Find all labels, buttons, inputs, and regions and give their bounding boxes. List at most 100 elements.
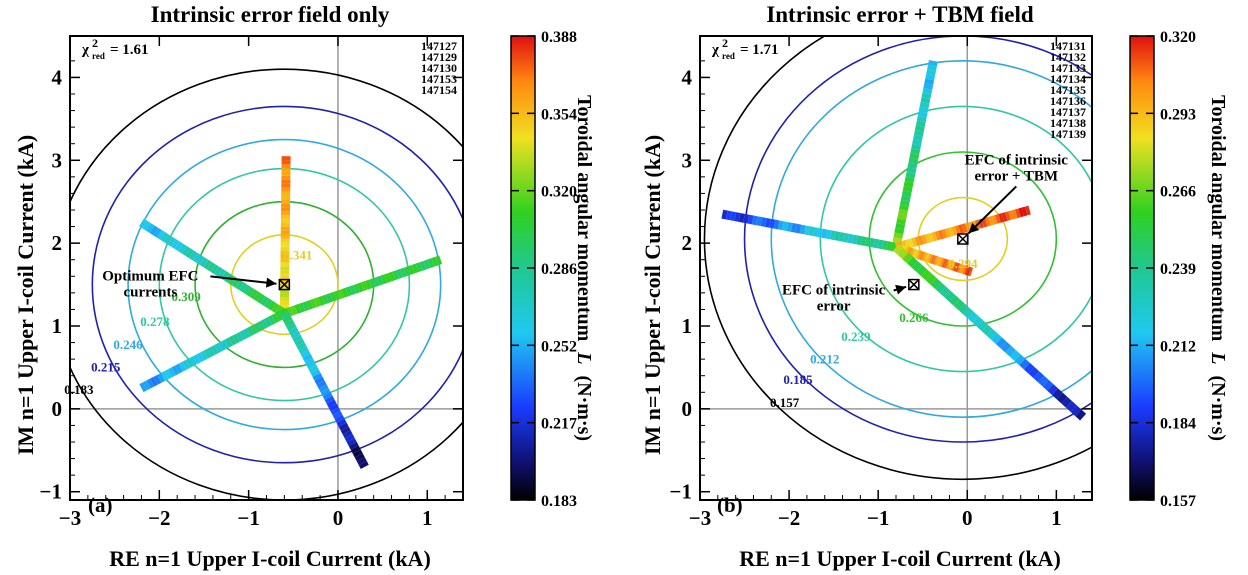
data-band-segment bbox=[153, 227, 162, 238]
data-band-segment bbox=[253, 322, 262, 333]
data-band-segment bbox=[312, 372, 323, 381]
data-band-segment bbox=[943, 259, 949, 269]
data-band-segment bbox=[346, 437, 357, 446]
data-band-segment bbox=[260, 318, 269, 329]
data-band-segment bbox=[302, 353, 313, 362]
data-band-segment bbox=[174, 241, 184, 252]
data-band-segment bbox=[210, 264, 219, 275]
data-band-segment bbox=[282, 315, 293, 324]
data-band-segment bbox=[918, 235, 924, 246]
data-band-segment bbox=[228, 335, 237, 346]
contour-circle bbox=[91, 105, 463, 464]
data-band-segment bbox=[904, 176, 915, 183]
data-band-segment bbox=[253, 291, 262, 302]
data-band-segment bbox=[769, 218, 776, 229]
data-band-segment bbox=[900, 199, 910, 207]
data-band-segment bbox=[235, 331, 244, 342]
data-band-segment bbox=[901, 190, 912, 197]
data-band-segment bbox=[264, 298, 273, 309]
data-band-segment bbox=[182, 359, 190, 370]
annotation-arrow bbox=[210, 275, 277, 285]
data-band-segment bbox=[267, 300, 277, 311]
contour-circle bbox=[127, 138, 442, 431]
panel-b-cb-label-unit: (N·m·s) bbox=[1207, 376, 1229, 442]
data-band-segment bbox=[925, 273, 937, 285]
shot-number: 147138 bbox=[1050, 116, 1086, 130]
data-band-segment bbox=[228, 275, 237, 286]
data-band-segment bbox=[231, 277, 241, 288]
data-band-segment bbox=[957, 263, 962, 273]
annotation-line: error + TBM bbox=[974, 168, 1058, 184]
data-band-segment bbox=[333, 290, 341, 301]
data-band-segment bbox=[915, 120, 926, 127]
data-band-segment bbox=[337, 289, 345, 299]
data-band-segment bbox=[286, 306, 294, 317]
data-band-segment bbox=[203, 348, 212, 359]
data-band-segment bbox=[917, 250, 923, 260]
data-band-segment bbox=[396, 268, 404, 279]
data-band-segment bbox=[734, 212, 741, 222]
x-tick-label: 1 bbox=[1051, 506, 1062, 530]
data-band-segment bbox=[938, 229, 944, 240]
data-band-segment bbox=[257, 320, 266, 331]
data-band-segment bbox=[927, 64, 937, 72]
data-band-segment bbox=[913, 134, 923, 141]
data-band-segment bbox=[914, 236, 921, 247]
data-band-segment bbox=[217, 341, 226, 352]
data-band-segment bbox=[217, 268, 227, 279]
data-band-segment bbox=[954, 225, 961, 235]
data-band-segment bbox=[894, 227, 905, 235]
panel-a-cb-label-text: Toroidal angular momentum bbox=[573, 95, 595, 342]
data-band-segment bbox=[400, 267, 407, 278]
annotation-text: Optimum EFC currents bbox=[102, 268, 198, 300]
data-band-segment bbox=[423, 259, 431, 270]
data-band-segment bbox=[435, 255, 443, 266]
data-band-segment bbox=[877, 239, 884, 250]
data-band-segment bbox=[935, 282, 946, 294]
data-band-segment bbox=[404, 266, 411, 277]
data-band-segment bbox=[928, 254, 934, 264]
data-band-segment bbox=[895, 223, 906, 230]
data-band-segment bbox=[1047, 384, 1059, 395]
data-band-segment bbox=[1011, 209, 1018, 219]
data-band-segment bbox=[892, 237, 903, 244]
data-band-segment bbox=[384, 272, 392, 283]
data-band-segment bbox=[847, 233, 854, 244]
data-band-segment bbox=[199, 257, 209, 268]
data-band-segment bbox=[1061, 396, 1073, 408]
data-band-segment bbox=[1009, 350, 1021, 362]
panel-b-xlabel: RE n=1 Upper I-coil Current (kA) bbox=[739, 546, 1061, 571]
svg-text:Toroidal angular momentum: Toroidal angular momentum L (N·m·s) bbox=[1207, 95, 1229, 441]
data-band-segment bbox=[1042, 379, 1054, 391]
data-band-segment bbox=[160, 371, 169, 381]
contour-label: 0.239 bbox=[841, 329, 871, 344]
data-band-segment bbox=[991, 333, 1002, 345]
data-band-segment bbox=[210, 345, 219, 355]
shot-number: 147133 bbox=[1050, 61, 1086, 75]
data-band-segment bbox=[869, 237, 876, 248]
data-band-segment bbox=[928, 59, 938, 67]
colorbar-tick-label: 0.212 bbox=[1160, 338, 1196, 355]
data-band-segment bbox=[1014, 354, 1026, 366]
data-band-segment bbox=[376, 275, 384, 286]
data-band-segment bbox=[897, 213, 907, 221]
data-band-segment bbox=[921, 92, 932, 100]
data-band-segment bbox=[963, 307, 974, 319]
data-band-segment bbox=[978, 218, 985, 229]
data-band-segment bbox=[934, 230, 941, 241]
data-band-segment bbox=[324, 395, 335, 404]
data-band-segment bbox=[171, 239, 180, 250]
data-band-segment bbox=[966, 266, 972, 276]
shot-number: 147130 bbox=[421, 61, 457, 75]
colorbar-tick-label: 0.184 bbox=[1160, 416, 1196, 433]
data-band-segment bbox=[306, 361, 317, 370]
data-band-segment bbox=[139, 382, 148, 393]
data-band-segment bbox=[341, 287, 349, 298]
data-band-segment bbox=[834, 231, 841, 241]
x-tick-label: 0 bbox=[333, 506, 344, 530]
data-band-segment bbox=[221, 339, 230, 350]
panel-a: Intrinsic error field only 0.3410.3090.2… bbox=[13, 2, 595, 571]
colorbar-tick-label: 0.183 bbox=[541, 493, 577, 510]
data-band-segment bbox=[916, 115, 927, 123]
